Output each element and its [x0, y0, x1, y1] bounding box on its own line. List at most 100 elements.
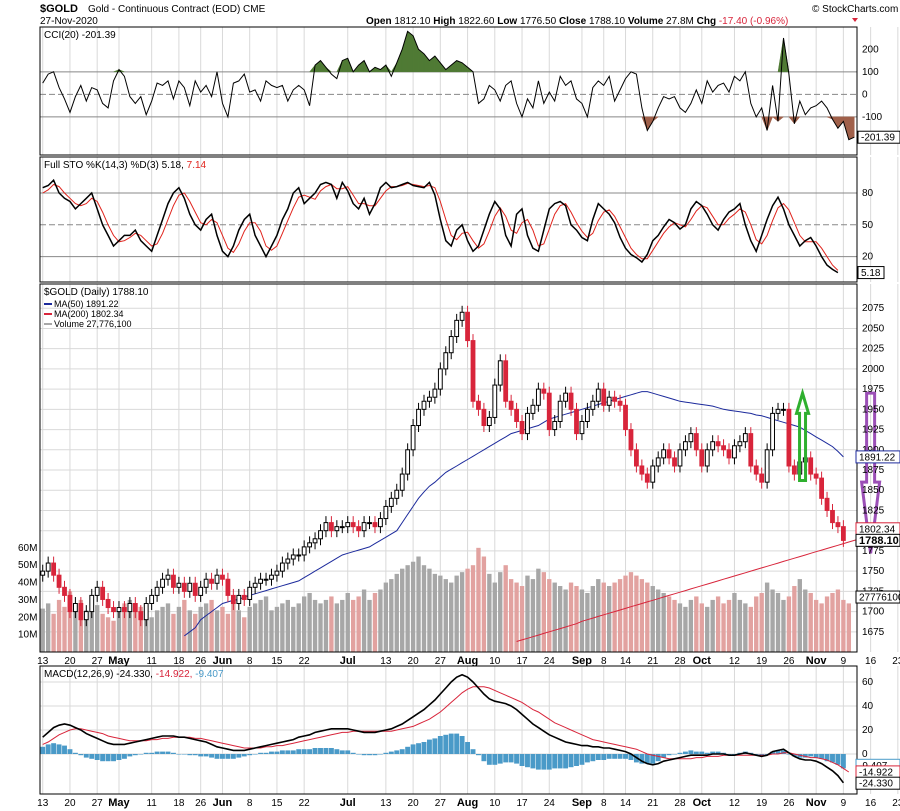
volume-bar: [552, 582, 557, 652]
candle: [824, 491, 830, 517]
volume-bar: [62, 606, 67, 652]
volume-bar: [122, 603, 127, 652]
candle: [753, 459, 759, 481]
volume-bar: [432, 573, 438, 652]
macd-histogram-bar: [628, 754, 634, 760]
macd-histogram-bar: [677, 752, 683, 754]
candle: [40, 564, 46, 582]
x-tick-label: 28: [674, 656, 686, 667]
x-tick-label: 8: [601, 798, 607, 809]
candle: [214, 568, 220, 590]
y-tick-label: 2050: [862, 323, 885, 334]
macd-histogram-bar: [143, 752, 149, 754]
volume-tick-label: 40M: [18, 578, 37, 589]
macd-histogram-bar: [672, 754, 677, 755]
volume-bar: [334, 603, 340, 652]
x-tick-label: Nov: [806, 797, 828, 809]
volume-bar: [498, 572, 503, 652]
macd-histogram-bar: [454, 733, 460, 754]
candle: [89, 588, 95, 619]
x-tick-label: 10: [489, 798, 501, 809]
x-tick-label: 20: [408, 656, 420, 667]
volume-bar: [487, 573, 492, 652]
candle: [644, 467, 650, 489]
y-tick-label: 200: [862, 44, 879, 55]
macd-histogram-bar: [138, 754, 144, 755]
volume-bar: [726, 599, 732, 652]
volume-bar: [650, 586, 655, 652]
volume-bar: [754, 596, 759, 652]
volume-bar: [585, 592, 590, 652]
volume-tick-label: 10M: [18, 630, 37, 641]
x-tick-label: 16: [865, 798, 877, 809]
volume-bar: [574, 586, 579, 652]
macd-histogram-bar: [813, 754, 819, 758]
y-tick-label: 1775: [862, 546, 885, 557]
volume-bar: [280, 603, 285, 652]
macd-histogram-bar: [372, 754, 378, 756]
volume-bar: [312, 599, 318, 652]
candle: [143, 597, 149, 627]
volume-bar: [699, 603, 704, 652]
macd-histogram-bar: [530, 754, 536, 769]
volume-bar: [73, 603, 78, 652]
volume-bar: [427, 568, 432, 652]
candle: [541, 382, 547, 400]
x-tick-label: 21: [647, 656, 659, 667]
candle: [312, 532, 318, 550]
volume-tick-label: 50M: [18, 560, 37, 571]
x-tick-label: 15: [271, 656, 283, 667]
volume-bar: [263, 596, 269, 652]
volume-bar: [438, 575, 443, 652]
candle: [813, 467, 819, 485]
candle: [187, 576, 193, 598]
macd-histogram-bar: [377, 754, 383, 755]
chart-date: 27-Nov-2020: [40, 16, 98, 27]
volume-bar: [95, 605, 100, 652]
candle: [715, 435, 721, 453]
volume-bar: [715, 596, 721, 652]
candle: [328, 516, 334, 538]
cci-overbought-fill: [407, 30, 414, 73]
volume-bar: [541, 572, 546, 652]
volume-bar: [291, 606, 296, 652]
volume-bar: [209, 599, 214, 652]
macd-histogram-bar: [67, 749, 73, 754]
candle: [514, 402, 519, 428]
macd-histogram-bar: [786, 754, 792, 755]
macd-histogram-bar: [290, 750, 296, 754]
candle: [154, 580, 160, 602]
candle: [666, 443, 672, 465]
cci-line: [42, 30, 855, 141]
macd-histogram-bar: [89, 754, 95, 759]
macd-histogram-bar: [220, 754, 225, 759]
candle: [241, 588, 247, 606]
volume-bar: [351, 599, 356, 652]
candle: [149, 588, 155, 610]
macd-histogram-bar: [149, 752, 155, 754]
macd-histogram-bar: [584, 754, 590, 763]
candle: [617, 394, 623, 412]
volume-bar: [634, 575, 639, 652]
macd-histogram-bar: [693, 751, 699, 754]
volume-bar: [677, 603, 683, 652]
chart-header: $GOLD Gold - Continuous Contract (EOD) CM…: [40, 3, 898, 27]
volume-bar: [459, 572, 465, 652]
volume-bar: [792, 586, 797, 652]
x-tick-label: 27: [92, 656, 104, 667]
candle: [247, 580, 253, 606]
candle: [132, 597, 138, 619]
candle: [269, 568, 274, 586]
macd-histogram-bar: [666, 754, 672, 756]
x-tick-label: 20: [64, 798, 76, 809]
x-tick-label: 9: [841, 798, 847, 809]
macd-histogram-bar: [307, 749, 313, 754]
macd-histogram-bar: [808, 754, 814, 757]
volume-bar: [127, 599, 133, 652]
x-tick-label: 14: [620, 798, 632, 809]
legend-entry: MA(50) 1891.22: [54, 299, 119, 309]
macd-histogram-bar: [519, 754, 525, 766]
candle: [378, 512, 383, 534]
x-tick-label: Sep: [572, 797, 592, 809]
volume-bar: [116, 608, 122, 652]
